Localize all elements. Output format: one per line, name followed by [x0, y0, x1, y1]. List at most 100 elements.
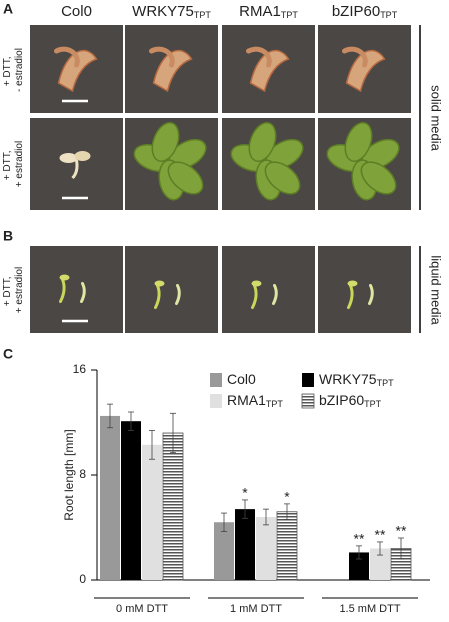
legend-label: bZIP60TPT	[319, 392, 382, 410]
photo	[318, 246, 411, 333]
leaf	[360, 161, 397, 195]
photo	[30, 25, 123, 113]
legend-swatch	[210, 373, 222, 387]
photo	[30, 118, 123, 210]
label-subscript: TPT	[364, 399, 382, 409]
seedling	[154, 280, 165, 287]
bar	[235, 509, 255, 580]
label-main: bZIP60	[319, 392, 364, 408]
significance-label: *	[242, 485, 248, 501]
seedling	[152, 49, 193, 93]
side-label: solid media	[429, 85, 444, 152]
bar	[276, 511, 298, 581]
column-header: RMA1TPT	[239, 3, 298, 20]
row-label-line: + DTT,	[2, 151, 13, 181]
panel-label: A	[3, 1, 13, 17]
x-tick-label: 1 mM DTT	[230, 603, 282, 615]
bar	[100, 415, 120, 580]
seedling	[71, 159, 79, 180]
seedling	[345, 49, 386, 93]
label-main: Col0	[227, 371, 256, 387]
photo-bg	[222, 246, 315, 333]
seedling	[251, 280, 262, 287]
legend-swatch	[301, 393, 315, 409]
photo-bg	[318, 246, 411, 333]
label-main: WRKY75	[319, 371, 377, 387]
row-label-line: + DTT,	[2, 277, 13, 307]
label-main: WRKY75	[132, 3, 194, 20]
y-tick-label: 0	[79, 572, 86, 586]
label-subscript: TPT	[380, 10, 398, 20]
seedling	[154, 284, 161, 309]
photo-bg	[125, 246, 218, 333]
photo	[125, 25, 218, 113]
bar	[142, 444, 162, 580]
leaf	[151, 122, 180, 162]
seedling	[246, 46, 272, 68]
leaf	[264, 161, 301, 195]
panel-label: C	[3, 346, 13, 362]
photo	[318, 118, 411, 210]
seedling	[59, 278, 66, 303]
significance-label: **	[354, 531, 365, 547]
seedling	[74, 151, 91, 161]
leaf	[248, 122, 277, 162]
seedling	[59, 274, 70, 281]
row-label-line: + estradiol	[14, 141, 25, 187]
bar	[214, 522, 234, 580]
seedling	[251, 284, 258, 309]
label-main: Col0	[61, 3, 92, 20]
x-tick-label: 1.5 mM DTT	[339, 603, 400, 615]
seedling	[347, 284, 354, 309]
photo	[125, 118, 218, 210]
label-main: RMA1	[227, 392, 266, 408]
legend-swatch	[302, 373, 314, 387]
seedling	[249, 49, 290, 93]
photo	[125, 246, 218, 333]
photo	[222, 118, 315, 210]
seedling	[272, 284, 278, 305]
bar	[349, 552, 369, 580]
label-main: RMA1	[239, 3, 281, 20]
seedling	[175, 284, 181, 305]
column-header: WRKY75TPT	[132, 3, 211, 20]
label-subscript: TPT	[266, 399, 284, 409]
bar	[256, 517, 276, 580]
side-label: liquid media	[429, 255, 444, 325]
significance-label: **	[396, 523, 407, 539]
row-label: + DTT, + estradiol	[2, 141, 25, 187]
label-subscript: TPT	[377, 378, 395, 388]
seedling	[347, 280, 358, 287]
photo-bg	[30, 246, 123, 333]
label-main: bZIP60	[332, 3, 380, 20]
panel-label: B	[3, 228, 13, 244]
seedling	[342, 46, 368, 68]
photo	[318, 25, 411, 113]
column-header: Col0	[61, 3, 92, 20]
row-label-line: + DTT,	[2, 57, 13, 87]
photo	[222, 25, 315, 113]
bar	[162, 432, 184, 581]
bar	[370, 548, 390, 580]
seedling	[368, 284, 374, 305]
photo	[222, 246, 315, 333]
legend-swatch	[210, 394, 222, 408]
label-subscript: TPT	[194, 10, 212, 20]
y-axis-label: Root length [mm]	[62, 429, 76, 520]
row-label: + DTT, - estradiol	[2, 48, 25, 92]
y-tick-label: 16	[73, 362, 87, 376]
seedling	[59, 153, 78, 163]
photo	[30, 246, 123, 333]
bar	[121, 421, 141, 580]
row-label: + DTT, + estradiol	[2, 267, 25, 313]
row-label-line: + estradiol	[14, 267, 25, 313]
significance-label: **	[375, 527, 386, 543]
x-tick-label: 0 mM DTT	[116, 603, 168, 615]
legend-label: RMA1TPT	[227, 392, 283, 410]
leaf	[344, 122, 373, 162]
significance-label: *	[284, 489, 290, 505]
legend-label: Col0	[227, 371, 256, 387]
seedling	[80, 282, 86, 303]
seedling	[54, 46, 80, 68]
